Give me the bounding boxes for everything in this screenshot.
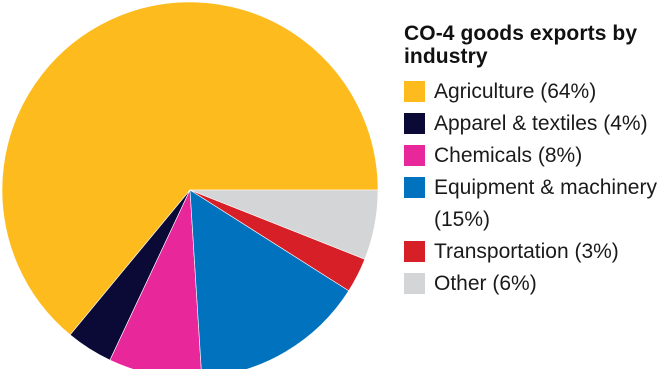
- legend-label: Transportation (3%): [434, 240, 619, 263]
- legend-label: Other (6%): [434, 272, 537, 295]
- legend-item-other: Other (6%): [404, 268, 666, 300]
- pie-slice-agriculture: [1, 1, 379, 336]
- pie-slice-other: [189, 189, 379, 260]
- legend-item-equipment-machinery: Equipment & machinery (15%): [404, 172, 666, 236]
- legend-label: Apparel & textiles (4%): [434, 112, 648, 135]
- legend-label: Chemicals (8%): [434, 144, 583, 167]
- legend-swatch: [404, 145, 425, 166]
- legend-swatch: [404, 273, 425, 294]
- legend-swatch: [404, 241, 425, 262]
- legend: CO-4 goods exports by industry Agricultu…: [404, 22, 666, 300]
- legend-swatch: [404, 81, 425, 102]
- pie-slice-chemicals: [109, 189, 202, 369]
- legend-label: Equipment & machinery (15%): [434, 176, 657, 231]
- legend-item-transportation: Transportation (3%): [404, 236, 666, 268]
- legend-swatch: [404, 113, 425, 134]
- pie-slice-equipment-machinery: [189, 189, 350, 369]
- legend-item-agriculture: Agriculture (64%): [404, 76, 666, 108]
- legend-item-chemicals: Chemicals (8%): [404, 140, 666, 172]
- legend-swatch: [404, 177, 425, 198]
- legend-item-apparel-textiles: Apparel & textiles (4%): [404, 108, 666, 140]
- legend-label: Agriculture (64%): [434, 80, 597, 103]
- chart-title: CO-4 goods exports by industry: [404, 22, 638, 68]
- pie-plot: [1, 1, 379, 369]
